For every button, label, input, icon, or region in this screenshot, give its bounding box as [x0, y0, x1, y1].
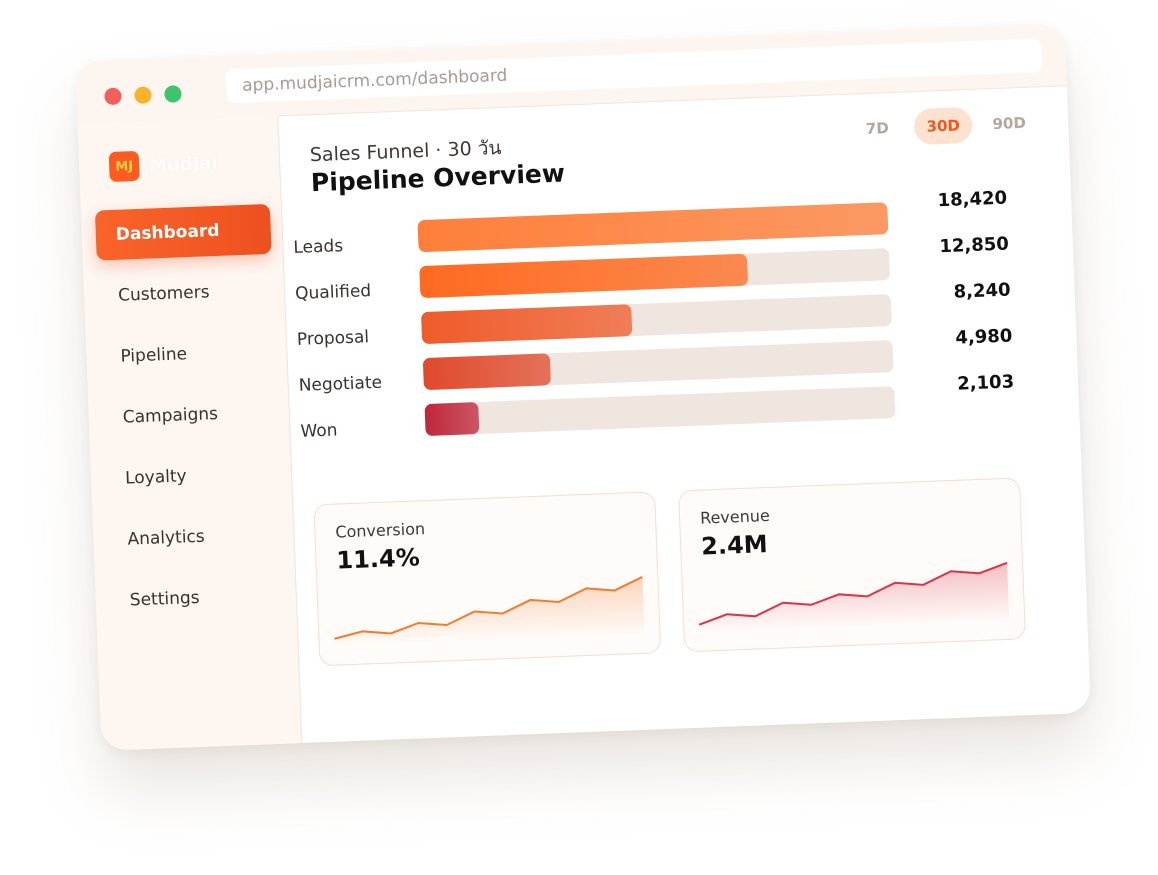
revenue-card: Revenue 2.4M	[678, 477, 1027, 653]
conversion-card: Conversion 11.4%	[313, 491, 662, 667]
value-label: 18,420	[937, 188, 1007, 212]
nav-item[interactable]: Pipeline	[120, 344, 188, 367]
minimize-dot[interactable]	[134, 86, 152, 104]
range-tab[interactable]: 7D	[865, 119, 890, 138]
card-value: 2.4M	[700, 530, 769, 561]
logo-mark: MJ	[108, 150, 140, 183]
nav-item[interactable]: Campaigns	[122, 404, 219, 428]
bar-track	[424, 386, 896, 436]
card-value: 11.4%	[335, 543, 421, 575]
main: Sales Funnel · 30 วัน Pipeline Overview …	[278, 85, 1091, 743]
funnel-label: Negotiate	[298, 373, 382, 396]
bar	[417, 202, 889, 252]
close-dot[interactable]	[104, 87, 122, 106]
sidebar: MJ MudJai Dashboard Customers Pipeline Camp…	[77, 115, 303, 751]
browser-window: app.mudjaicrm.com/dashboard MJ MudJai Da…	[75, 23, 1091, 751]
bar	[423, 353, 551, 390]
logo: MJ MudJai	[108, 148, 219, 183]
nav-item[interactable]: Customers	[117, 282, 210, 306]
nav: Dashboard Customers Pipeline Campaigns Loyal…	[94, 203, 286, 637]
funnel-label: Leads	[293, 236, 344, 258]
card-title: Revenue	[699, 505, 771, 528]
funnel-label: Qualified	[295, 281, 372, 304]
nav-item[interactable]: Analytics	[127, 526, 206, 550]
value-label: 2,103	[957, 371, 1015, 394]
sparkline-area	[334, 576, 645, 647]
sparkline	[334, 575, 643, 640]
sparkline	[698, 561, 1010, 633]
nav-item[interactable]: Settings	[129, 587, 200, 611]
funnel-label: Proposal	[297, 327, 370, 350]
brand: MudJai	[148, 152, 219, 176]
bar	[424, 402, 480, 436]
funnel-label: Won	[300, 420, 338, 441]
maximize-dot[interactable]	[164, 85, 182, 103]
bar	[421, 304, 633, 344]
sparkline-area	[699, 562, 1010, 633]
range-tabs: 7D 30D 90D	[848, 104, 1039, 147]
value-label: 12,850	[939, 234, 1009, 258]
sparkline	[334, 575, 645, 647]
value-label: 8,240	[953, 280, 1011, 303]
bar	[419, 253, 748, 298]
range-tab[interactable]: 30D	[913, 106, 973, 146]
funnel-chart: Leads 18,420 Qualified 12,850 Proposal 8,240 N…	[293, 188, 1015, 442]
nav-item[interactable]: Dashboard	[94, 203, 272, 261]
sparkline	[698, 561, 1008, 626]
card-title: Conversion	[335, 519, 426, 542]
nav-item[interactable]: Loyalty	[124, 466, 188, 489]
value-label: 4,980	[955, 325, 1013, 348]
range-tab[interactable]: 90D	[992, 113, 1027, 134]
